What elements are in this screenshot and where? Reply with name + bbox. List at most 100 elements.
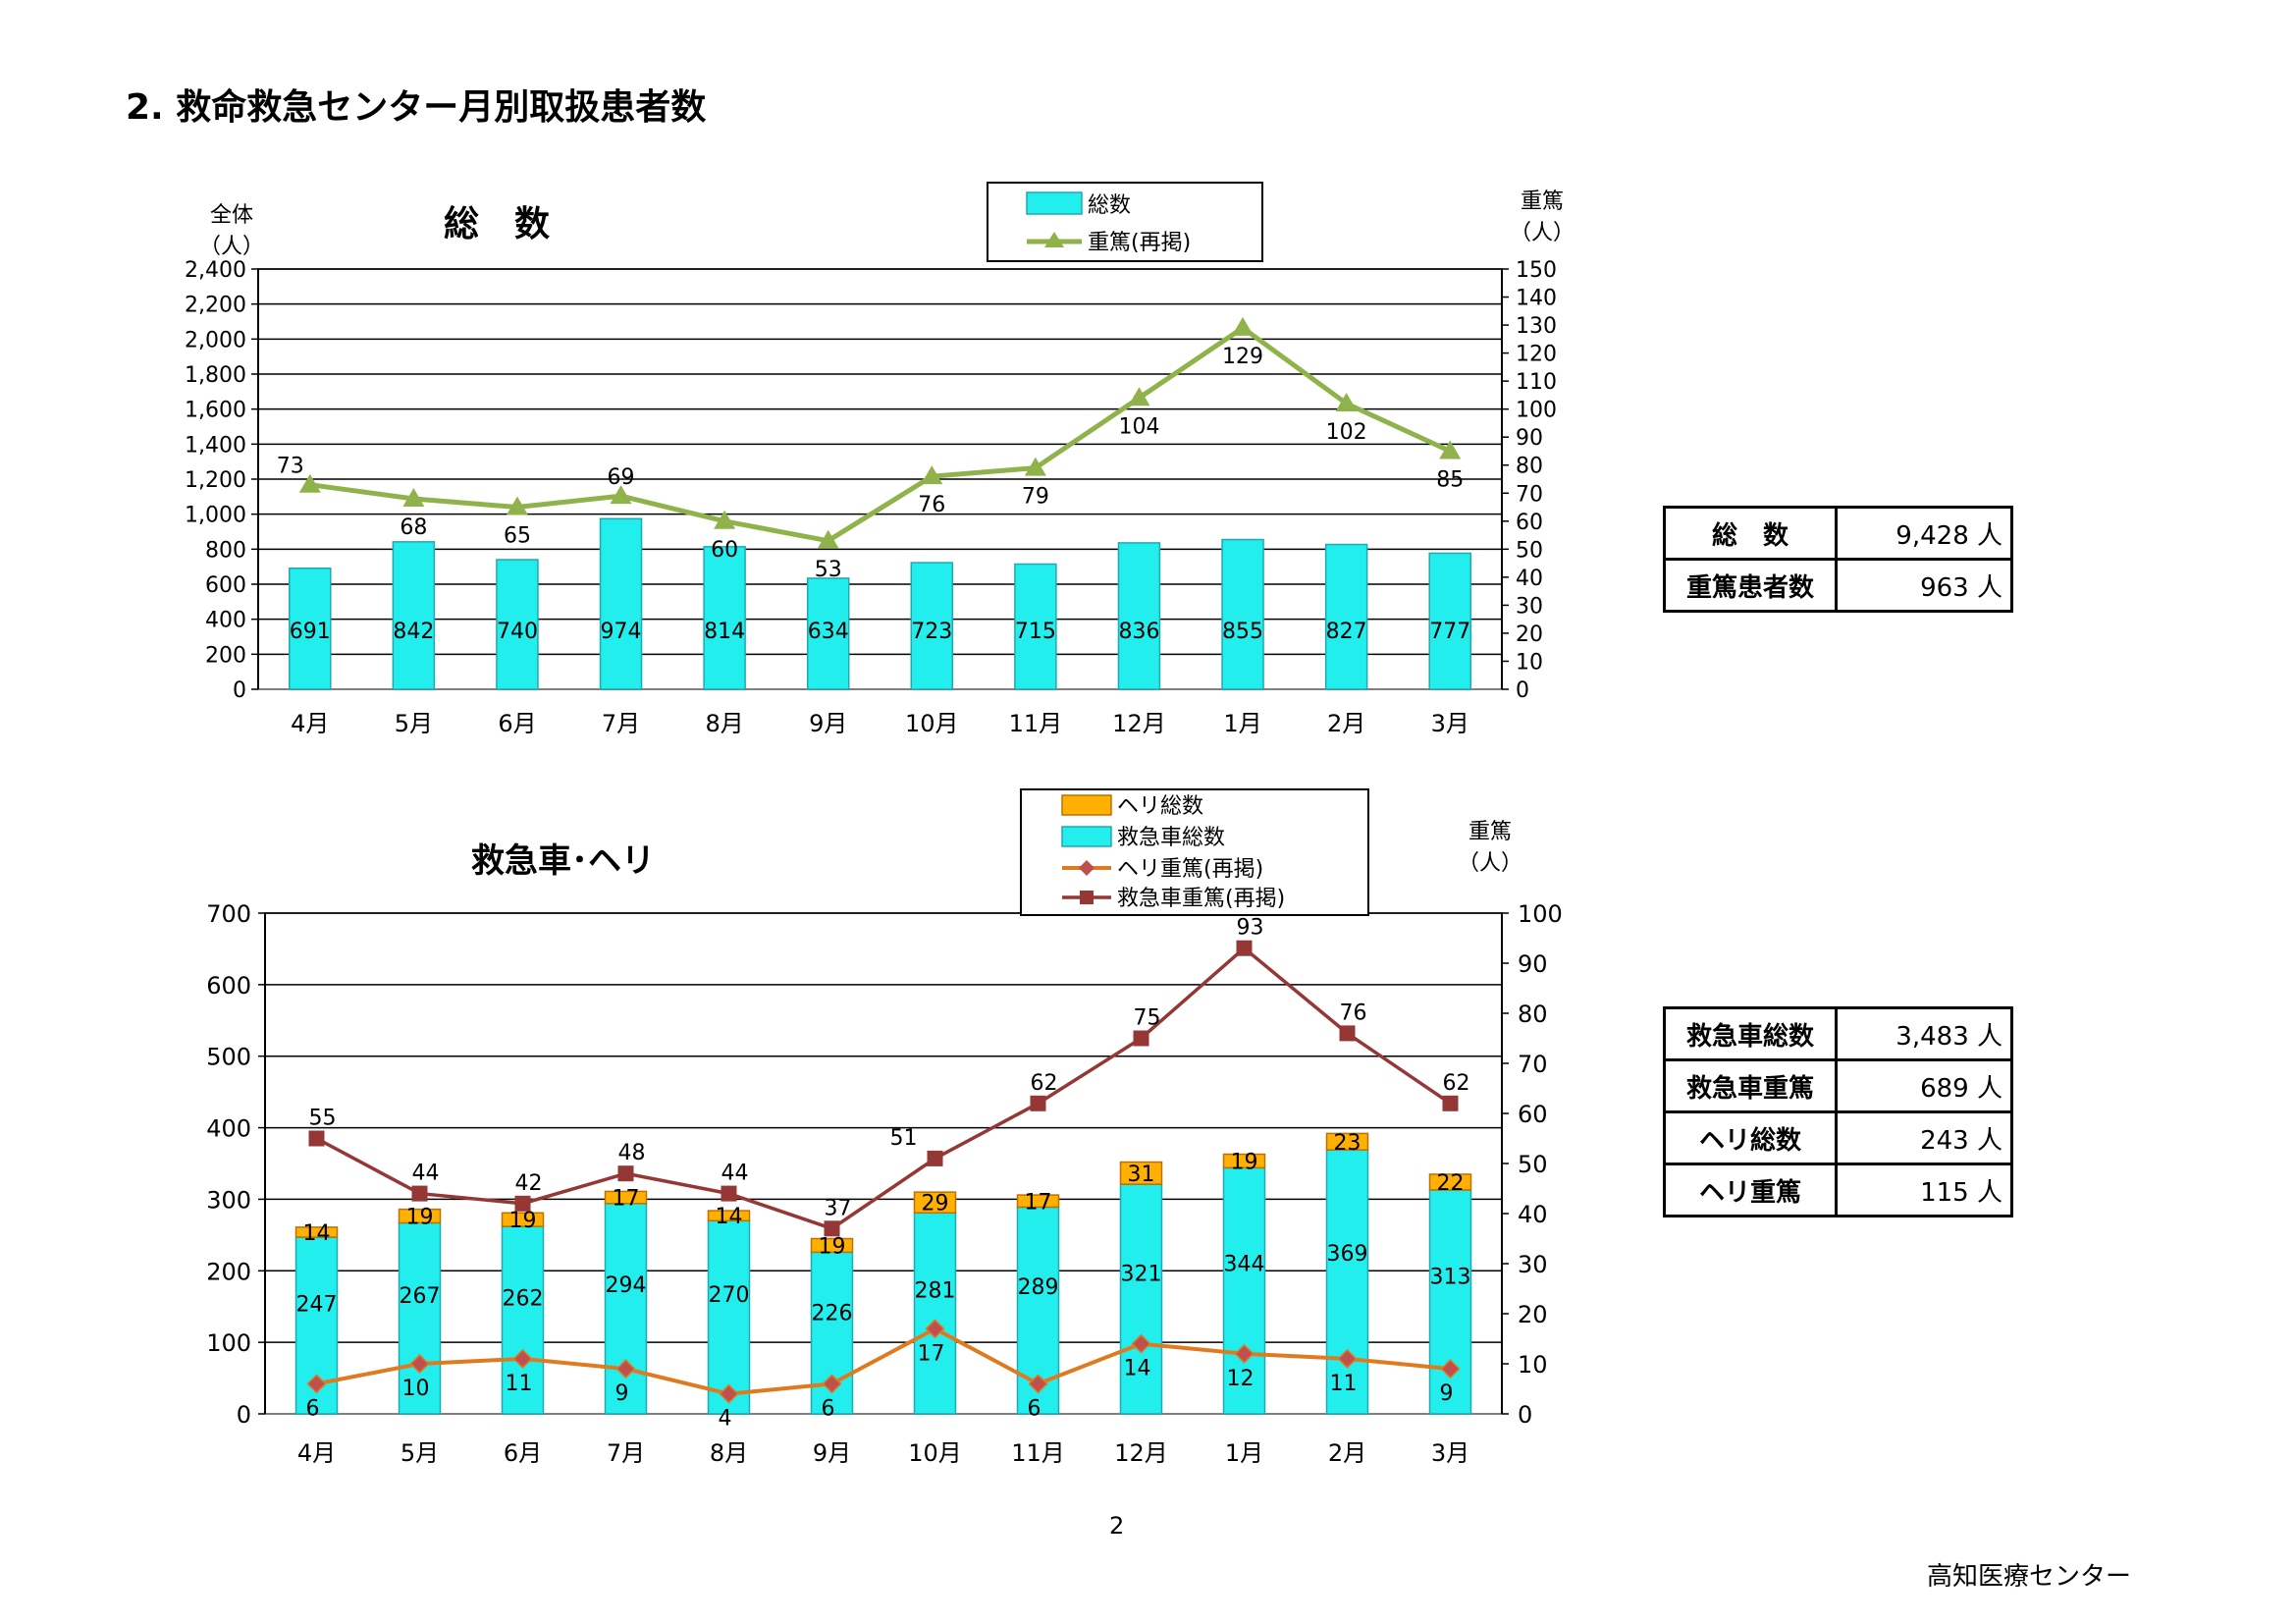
- bar-ambulance: [604, 1203, 648, 1415]
- heli-bar-label: 17: [613, 1187, 640, 1212]
- heli-severe-label: 14: [1124, 1357, 1151, 1381]
- bar-label: 855: [1222, 620, 1263, 644]
- heli-severe-label: 17: [918, 1341, 945, 1366]
- page-number: 2: [1109, 1512, 1125, 1540]
- bar-total: [806, 577, 850, 690]
- ambulance-bar-label: 313: [1430, 1266, 1471, 1290]
- summary-row: ヘリ総数 243 人: [1663, 1110, 2013, 1165]
- severe-label: 69: [608, 465, 635, 490]
- severe-line: [309, 324, 1452, 544]
- heli-bar-label: 19: [819, 1234, 846, 1259]
- ambulance-bar-label: 344: [1224, 1253, 1265, 1277]
- heli-bar-label: 29: [922, 1192, 949, 1217]
- heli-severe-label: 11: [506, 1372, 533, 1396]
- ambulance-severe-label: 51: [890, 1126, 918, 1151]
- severe-marker: [921, 465, 943, 485]
- heli-severe-marker: [925, 1319, 945, 1339]
- legend-swatch-total: [1026, 191, 1083, 215]
- chart-ambulance-heli: 0 100 200 300 400 500 600 700 0 10 20 30 40 50 60 70 80 9…: [206, 788, 1563, 1467]
- y2-tick-label: 40: [1516, 567, 1543, 591]
- y-tick-label: 300: [206, 1186, 251, 1214]
- x-tick-label: 1月: [1223, 710, 1261, 737]
- severe-marker: [1439, 440, 1462, 460]
- bar-heli: [1428, 1173, 1472, 1191]
- heli-bar-label: 19: [1231, 1150, 1258, 1174]
- bar-total: [289, 568, 332, 690]
- y-tick-label: 500: [206, 1044, 251, 1071]
- bar-label: 836: [1118, 620, 1159, 644]
- y-tick-label: 1,200: [185, 468, 246, 493]
- y-tick-label: 400: [205, 609, 246, 633]
- bar-total: [1117, 542, 1161, 690]
- x-tick-label: 12月: [1112, 710, 1166, 737]
- y2-tick-label: 30: [1516, 594, 1543, 619]
- heli-severe-label: 11: [1330, 1372, 1358, 1396]
- severe-label: 76: [918, 493, 945, 517]
- ambulance-severe-marker: [1030, 1095, 1046, 1111]
- x-tick-label: 10月: [908, 1439, 962, 1467]
- bar-heli: [398, 1208, 442, 1224]
- bar-label: 715: [1015, 620, 1056, 644]
- x-tick-label: 8月: [705, 710, 743, 737]
- x-tick-label: 7月: [602, 710, 640, 737]
- bar-heli: [1119, 1161, 1163, 1185]
- ambulance-severe-marker: [927, 1150, 943, 1166]
- severe-label: 68: [400, 515, 427, 540]
- severe-label: 104: [1118, 414, 1159, 439]
- x-tick-label: 5月: [395, 710, 433, 737]
- legend-marker-heli-severe: [1079, 860, 1095, 876]
- bar-ambulance: [1119, 1183, 1163, 1415]
- ambulance-severe-marker: [308, 1130, 325, 1147]
- severe-label: 129: [1222, 345, 1263, 369]
- y-tick-label: 1,000: [185, 504, 246, 528]
- heli-severe-label: 10: [402, 1377, 430, 1401]
- heli-bar-label: 14: [716, 1205, 743, 1229]
- x-tick-label: 3月: [1431, 710, 1469, 737]
- heli-bar-label: 14: [303, 1221, 331, 1246]
- summary-table-total: 総 数 9,428 人 重篤患者数 963 人: [1663, 506, 2013, 613]
- bar-total: [703, 546, 746, 690]
- y2-tick-label: 70: [1518, 1051, 1548, 1078]
- legend-label-heli-severe: ヘリ重篤(再掲): [1117, 857, 1263, 882]
- y-tick-label: 200: [206, 1258, 251, 1285]
- right-axis-unit: （人）: [1510, 221, 1575, 245]
- y-tick-label: 600: [205, 573, 246, 598]
- chart-title: 救急車･ヘリ: [471, 841, 655, 881]
- y2-tick-label: 20: [1516, 622, 1543, 647]
- bar-label: 842: [393, 620, 434, 644]
- legend-label-severe: 重篤(再掲): [1088, 231, 1191, 255]
- y-tick-label: 0: [237, 1401, 251, 1429]
- heli-bar-label: 19: [406, 1206, 434, 1230]
- y2-tick-label: 90: [1518, 950, 1548, 978]
- summary-label: 救急車総数: [1663, 1006, 1838, 1061]
- footer-organization: 高知医療センター: [1927, 1562, 2132, 1592]
- severe-label: 79: [1022, 485, 1049, 510]
- y2-tick-label: 70: [1516, 482, 1543, 507]
- heli-severe-marker: [822, 1374, 842, 1394]
- summary-value: 115 人: [1835, 1163, 2013, 1217]
- y-tick-label: 100: [206, 1329, 251, 1357]
- bar-total: [1324, 543, 1368, 690]
- bar-ambulance: [1428, 1189, 1472, 1415]
- bar-ambulance: [1325, 1149, 1369, 1415]
- ambulance-severe-label: 37: [825, 1196, 852, 1220]
- severe-marker: [402, 487, 425, 507]
- bar-heli: [294, 1226, 339, 1238]
- bar-ambulance: [913, 1212, 957, 1415]
- severe-label: 73: [277, 455, 304, 479]
- severe-marker: [1024, 457, 1046, 476]
- ambulance-severe-label: 75: [1134, 1006, 1161, 1031]
- x-tick-label: 10月: [905, 710, 959, 737]
- heli-severe-label: 9: [1440, 1381, 1454, 1406]
- y-tick-label: 400: [206, 1115, 251, 1143]
- ambulance-severe-marker: [721, 1185, 737, 1202]
- x-tick-label: 4月: [297, 1439, 336, 1467]
- ambulance-bar-label: 281: [915, 1278, 956, 1303]
- legend-marker-severe: [1044, 232, 1064, 247]
- summary-value: 3,483 人: [1835, 1006, 2013, 1061]
- ambulance-severe-marker: [1236, 940, 1253, 956]
- y2-tick-label: 60: [1518, 1101, 1548, 1128]
- severe-marker: [817, 529, 839, 549]
- heli-bar-label: 22: [1437, 1171, 1465, 1196]
- heli-severe-marker: [1337, 1348, 1358, 1369]
